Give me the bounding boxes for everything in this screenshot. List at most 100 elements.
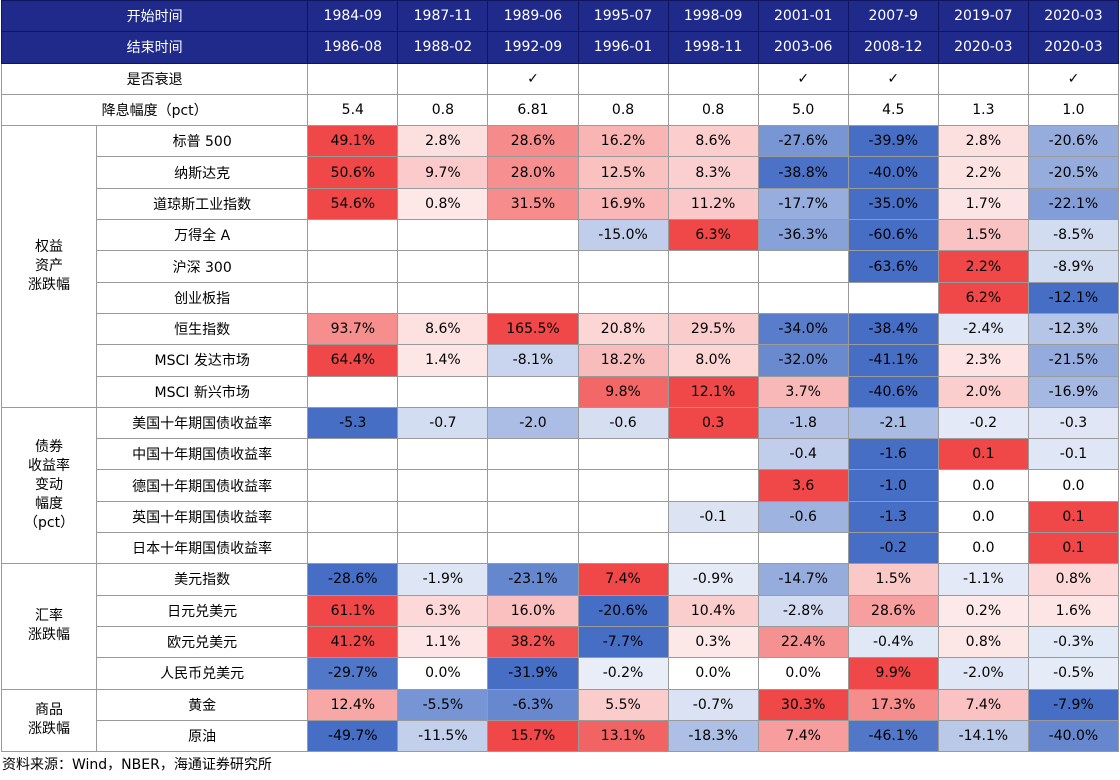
value-cell: 2.2% — [937, 156, 1029, 189]
value-cell: 18.2% — [577, 344, 669, 377]
row-label: 美元指数 — [96, 563, 309, 596]
start-date: 1998-09 — [667, 0, 759, 33]
value-cell: -2.0 — [487, 406, 579, 440]
value-cell: -40.0% — [1027, 719, 1120, 753]
value-cell: -11.5% — [397, 719, 489, 753]
value-cell: 9.8% — [577, 375, 669, 408]
value-cell: -15.0% — [577, 219, 669, 252]
row-label: 创业板指 — [96, 281, 309, 314]
value-cell — [847, 281, 939, 314]
start-date: 2019-07 — [937, 0, 1029, 33]
value-cell: 0.0 — [937, 469, 1029, 502]
table-row: 是否衰退 ✓ ✓ ✓ ✓ — [0, 62, 1120, 95]
header-label: 开始时间 — [0, 0, 309, 33]
value-cell: 13.1% — [577, 719, 669, 753]
row-label: 英国十年期国债收益率 — [96, 500, 309, 534]
value-cell: 0.1 — [1027, 500, 1120, 534]
value-cell — [397, 375, 489, 408]
value-cell: 2.8% — [397, 125, 489, 158]
value-cell: -14.1% — [937, 719, 1029, 753]
row-label: 道琼斯工业指数 — [96, 187, 309, 221]
cut-cell: 0.8 — [397, 93, 489, 127]
value-cell: 2.8% — [937, 125, 1029, 158]
row-label: MSCI 发达市场 — [96, 344, 309, 377]
value-cell: -0.4% — [847, 625, 939, 659]
value-cell: -20.6% — [577, 594, 669, 627]
value-cell: 1.4% — [397, 344, 489, 377]
group-label-line: 权益 — [35, 239, 64, 256]
row-label: 黄金 — [96, 688, 309, 721]
value-cell — [667, 438, 759, 471]
data-table: 开始时间 1984-09 1987-11 1989-06 1995-07 1998-09 2… — [0, 0, 1120, 753]
value-cell: -0.6 — [757, 500, 849, 534]
value-cell — [307, 438, 399, 471]
table-row: 德国十年期国债收益率 3.6 -1.0 0.0 0.0 — [2, 469, 1120, 502]
value-cell — [487, 219, 579, 252]
value-cell: -23.1% — [487, 563, 579, 596]
recession-cell — [937, 62, 1029, 95]
value-cell — [757, 532, 849, 565]
cut-cell: 1.3 — [937, 93, 1029, 127]
value-cell — [487, 469, 579, 502]
value-cell: 12.5% — [577, 156, 669, 189]
value-cell: -0.4 — [757, 438, 849, 471]
value-cell: 3.6 — [757, 469, 849, 502]
value-cell: 8.6% — [397, 312, 489, 346]
value-cell: 41.2% — [307, 625, 399, 659]
value-cell — [307, 219, 399, 252]
end-date: 1988-02 — [397, 31, 489, 64]
value-cell: -28.6% — [307, 563, 399, 596]
end-date: 1986-08 — [307, 31, 399, 64]
value-cell — [667, 281, 759, 314]
value-cell: 38.2% — [487, 625, 579, 659]
value-cell: -49.7% — [307, 719, 399, 753]
value-cell: 28.0% — [487, 156, 579, 189]
value-cell: 28.6% — [847, 594, 939, 627]
recession-cell — [577, 62, 669, 95]
start-date: 1987-11 — [397, 0, 489, 33]
value-cell — [487, 250, 579, 283]
cut-cell: 0.8 — [577, 93, 669, 127]
value-cell: 17.3% — [847, 688, 939, 721]
value-cell — [577, 469, 669, 502]
group-label: 权益 资产 涨跌幅 — [0, 125, 98, 408]
value-cell: -0.6 — [577, 406, 669, 440]
value-cell: -18.3% — [667, 719, 759, 753]
cut-cell: 5.4 — [307, 93, 399, 127]
value-cell: -1.8 — [757, 406, 849, 440]
value-cell: -14.7% — [757, 563, 849, 596]
value-cell: 64.4% — [307, 344, 399, 377]
table-row: 权益 资产 涨跌幅 标普 500 49.1% 2.8% 28.6% 16.2% 8.6% -27.… — [0, 125, 1120, 408]
value-cell: -0.3 — [1027, 406, 1120, 440]
value-cell — [397, 532, 489, 565]
value-cell: -8.1% — [487, 344, 579, 377]
value-cell — [307, 250, 399, 283]
end-date: 2020-03 — [1027, 31, 1120, 64]
value-cell: 8.3% — [667, 156, 759, 189]
value-cell: -0.2% — [577, 657, 669, 690]
row-label: 是否衰退 — [0, 62, 309, 95]
source-note: 资料来源：Wind，NBER，海通证券研究所 — [2, 757, 272, 774]
value-cell: -7.7% — [577, 625, 669, 659]
cut-cell: 1.0 — [1027, 93, 1120, 127]
value-cell: -7.9% — [1027, 688, 1120, 721]
table-row: 日元兑美元 61.1% 6.3% 16.0% -20.6% 10.4% -2.8% 28.6%… — [2, 594, 1120, 627]
value-cell — [577, 532, 669, 565]
value-cell: 165.5% — [487, 312, 579, 346]
value-cell: -38.8% — [757, 156, 849, 189]
value-cell: 15.7% — [487, 719, 579, 753]
value-cell — [397, 500, 489, 534]
value-cell: -0.1 — [1027, 438, 1120, 471]
value-cell: 6.2% — [937, 281, 1029, 314]
table-row: 原油 -49.7% -11.5% 15.7% 13.1% -18.3% 7.4% -46.1%… — [2, 719, 1120, 753]
value-cell: 54.6% — [307, 187, 399, 221]
value-cell — [307, 469, 399, 502]
recession-cell — [397, 62, 489, 95]
value-cell: -20.5% — [1027, 156, 1120, 189]
value-cell — [487, 500, 579, 534]
value-cell: -35.0% — [847, 187, 939, 221]
value-cell: -0.1 — [667, 500, 759, 534]
table-row: 日本十年期国债收益率 -0.2 0.0 0.1 — [2, 532, 1120, 565]
value-cell: -40.0% — [847, 156, 939, 189]
